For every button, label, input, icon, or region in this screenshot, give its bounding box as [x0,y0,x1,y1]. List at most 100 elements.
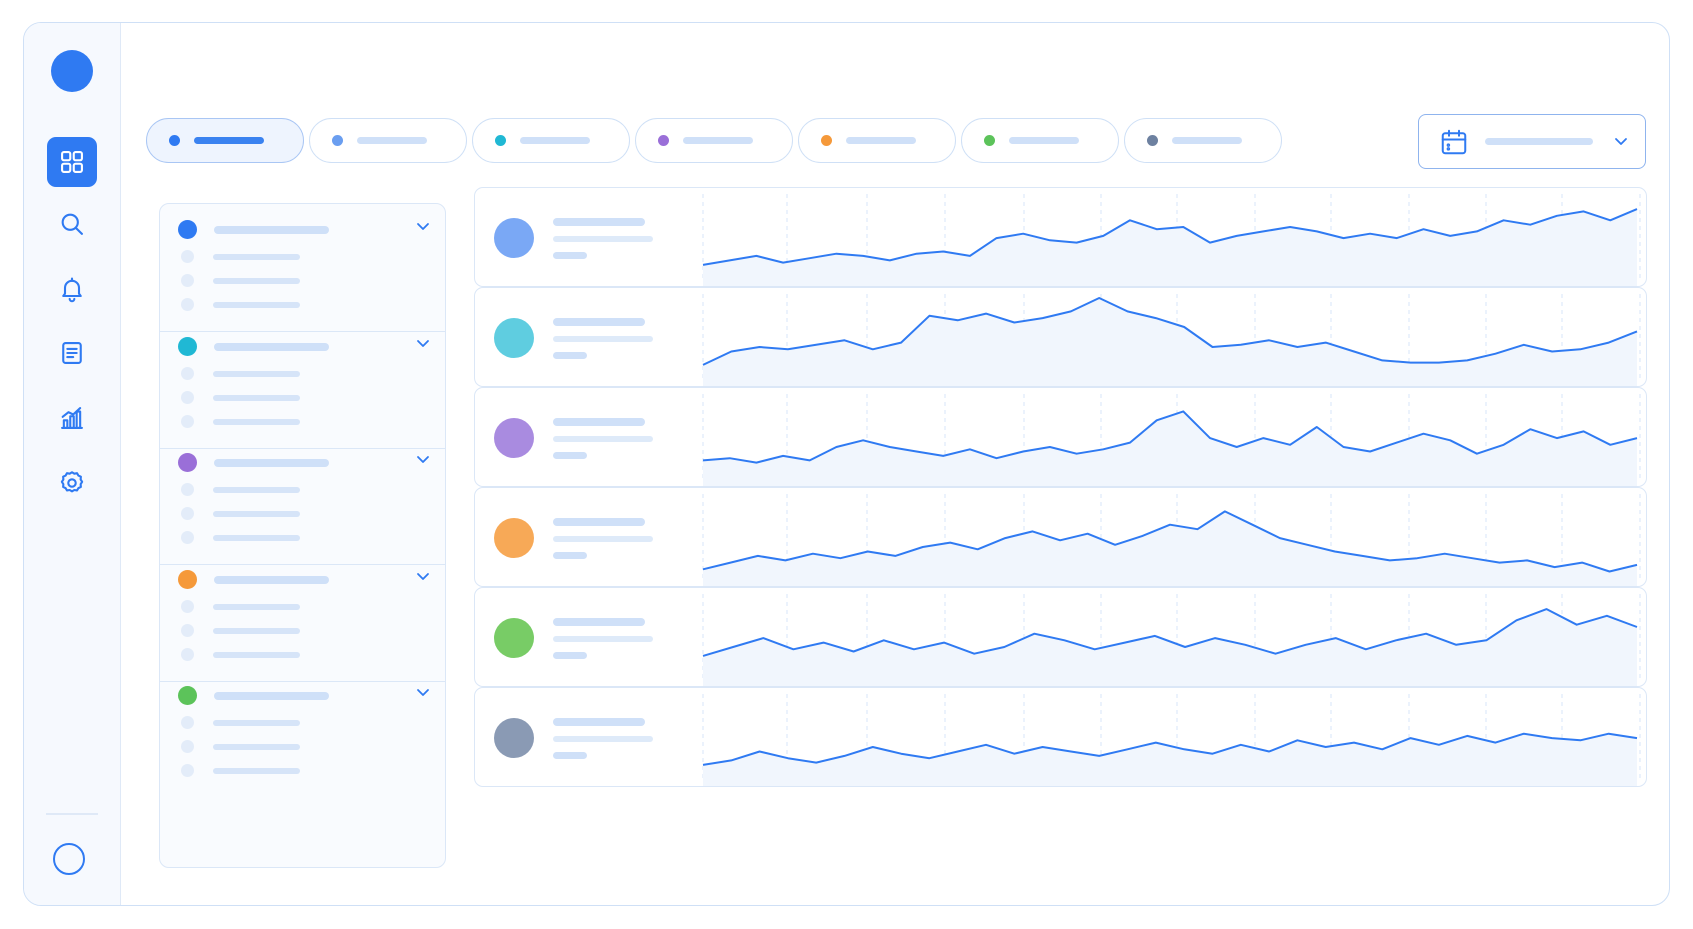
group-title [214,226,329,234]
group-title [214,343,329,351]
filter-chip[interactable] [472,118,630,163]
option-checkbox[interactable] [181,274,194,287]
option-label [213,628,300,634]
option-checkbox[interactable] [181,624,194,637]
series-avatar [494,418,534,458]
series-title [553,718,645,726]
group-color-dot [178,337,197,356]
series-subtitle [553,236,653,242]
option-label [213,419,300,425]
group-color-dot [178,570,197,589]
option-label [213,487,300,493]
sparkline-area [703,411,1637,487]
gear-icon [58,469,86,497]
chevron-down-icon[interactable] [415,684,431,700]
option-label [213,535,300,541]
chip-color-dot [169,135,180,146]
chevron-down-icon[interactable] [415,451,431,467]
option-checkbox[interactable] [181,298,194,311]
option-checkbox[interactable] [181,367,194,380]
chip-label [520,137,590,144]
option-label [213,278,300,284]
option-checkbox[interactable] [181,740,194,753]
filter-chip[interactable] [635,118,793,163]
filter-chip[interactable] [961,118,1119,163]
chip-color-dot [821,135,832,146]
series-value [553,752,587,759]
sidebar-item-settings[interactable] [47,458,97,508]
series-title [553,318,645,326]
filter-chip[interactable] [146,118,304,163]
chevron-down-icon[interactable] [415,568,431,584]
chart-icon [58,404,86,432]
grid-icon [58,148,86,176]
series-subtitle [553,636,653,642]
series-card[interactable] [474,287,1647,387]
filter-chip[interactable] [798,118,956,163]
filter-chip[interactable] [1124,118,1282,163]
option-checkbox[interactable] [181,415,194,428]
filter-panel [159,203,446,868]
group-color-dot [178,220,197,239]
chip-label [357,137,427,144]
sidebar-item-search[interactable] [47,199,97,249]
document-icon [58,339,86,367]
series-value [553,452,587,459]
series-value [553,252,587,259]
sidebar-item-documents[interactable] [47,328,97,378]
option-checkbox[interactable] [181,648,194,661]
chip-label [1172,137,1242,144]
option-checkbox[interactable] [181,391,194,404]
series-subtitle [553,336,653,342]
option-checkbox[interactable] [181,600,194,613]
series-avatar [494,318,534,358]
filter-group [160,204,445,332]
sidebar-item-dashboard[interactable] [47,137,97,187]
series-avatar [494,218,534,258]
series-card[interactable] [474,587,1647,687]
series-title [553,518,645,526]
series-card[interactable] [474,687,1647,787]
chip-label [683,137,753,144]
series-card[interactable] [474,487,1647,587]
group-title [214,692,329,700]
option-checkbox[interactable] [181,716,194,729]
profile-avatar[interactable] [53,843,85,875]
chip-color-dot [1147,135,1158,146]
option-label [213,768,300,774]
series-title [553,418,645,426]
app-logo[interactable] [51,50,93,92]
series-subtitle [553,736,653,742]
date-range-picker[interactable] [1418,114,1646,169]
chip-color-dot [658,135,669,146]
group-title [214,576,329,584]
sidebar [24,23,121,905]
option-checkbox[interactable] [181,764,194,777]
filter-chip[interactable] [309,118,467,163]
option-label [213,302,300,308]
chevron-down-icon[interactable] [415,335,431,351]
chevron-down-icon [1613,133,1629,149]
sparkline-area [703,511,1637,587]
chip-label [846,137,916,144]
series-card[interactable] [474,187,1647,287]
sidebar-item-notifications[interactable] [47,264,97,314]
chip-color-dot [495,135,506,146]
option-checkbox[interactable] [181,507,194,520]
chevron-down-icon[interactable] [415,218,431,234]
option-label [213,720,300,726]
option-checkbox[interactable] [181,483,194,496]
series-card[interactable] [474,387,1647,487]
option-checkbox[interactable] [181,250,194,263]
option-checkbox[interactable] [181,531,194,544]
date-range-label [1485,138,1593,145]
option-label [213,371,300,377]
option-label [213,254,300,260]
chip-label [194,137,264,144]
series-subtitle [553,436,653,442]
series-avatar [494,618,534,658]
bell-icon [58,275,86,303]
sidebar-item-analytics[interactable] [47,393,97,443]
series-avatar [494,718,534,758]
chip-color-dot [332,135,343,146]
